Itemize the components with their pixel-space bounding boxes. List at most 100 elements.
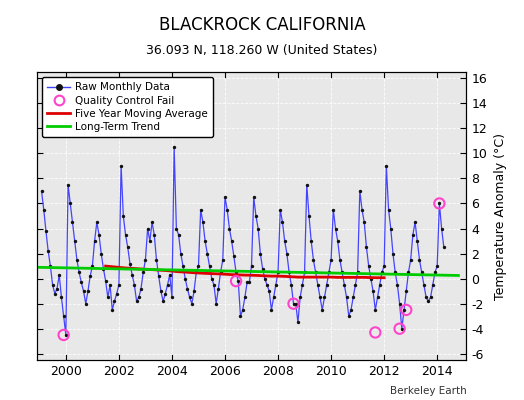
Point: [199, 219, 207, 226]
Point: [385, 206, 393, 213]
Point: [280, 238, 289, 244]
Point: [440, 244, 448, 250]
Text: Berkeley Earth: Berkeley Earth: [390, 386, 466, 396]
Point: [170, 144, 178, 150]
Point: [391, 269, 399, 276]
Point: [318, 307, 326, 313]
Point: [113, 290, 121, 297]
Point: [71, 238, 79, 244]
Point: [278, 219, 287, 226]
Point: [336, 257, 344, 263]
Point: [115, 282, 123, 288]
Point: [369, 288, 377, 294]
Point: [402, 288, 410, 294]
Point: [316, 294, 324, 300]
Point: [137, 286, 145, 292]
Point: [214, 286, 223, 292]
Point: [249, 194, 258, 200]
Point: [221, 194, 229, 200]
Point: [227, 238, 236, 244]
Point: [144, 225, 152, 232]
Point: [42, 228, 50, 234]
Point: [241, 294, 249, 300]
Point: [163, 282, 172, 288]
Point: [329, 206, 337, 213]
Point: [68, 219, 77, 226]
Point: [95, 232, 103, 238]
Point: [393, 282, 401, 288]
Point: [351, 282, 359, 288]
Point: [349, 294, 357, 300]
Point: [325, 269, 333, 276]
Point: [398, 326, 406, 332]
Point: [252, 213, 260, 219]
Point: [435, 200, 444, 207]
Point: [55, 272, 63, 278]
Point: [307, 238, 315, 244]
Y-axis label: Temperature Anomaly (°C): Temperature Anomaly (°C): [494, 132, 507, 300]
Point: [371, 329, 379, 336]
Point: [382, 163, 390, 169]
Point: [141, 257, 150, 263]
Point: [309, 257, 318, 263]
Point: [64, 182, 72, 188]
Point: [212, 300, 221, 307]
Point: [260, 276, 269, 282]
Point: [331, 225, 340, 232]
Point: [232, 278, 240, 284]
Point: [59, 313, 68, 319]
Point: [373, 294, 381, 300]
Point: [353, 269, 362, 276]
Point: [258, 265, 267, 272]
Point: [296, 294, 304, 300]
Point: [77, 279, 85, 286]
Point: [102, 278, 110, 284]
Point: [185, 294, 194, 300]
Point: [183, 286, 192, 292]
Point: [230, 253, 238, 259]
Point: [203, 250, 212, 257]
Point: [119, 213, 127, 219]
Point: [210, 282, 218, 288]
Point: [322, 282, 331, 288]
Point: [124, 244, 132, 250]
Point: [126, 260, 134, 267]
Point: [219, 257, 227, 263]
Point: [135, 294, 143, 300]
Point: [263, 282, 271, 288]
Point: [396, 300, 404, 307]
Point: [57, 294, 66, 300]
Point: [311, 269, 320, 276]
Point: [347, 307, 355, 313]
Point: [48, 282, 57, 288]
Point: [174, 232, 183, 238]
Point: [427, 294, 435, 300]
Point: [371, 307, 379, 313]
Point: [245, 279, 254, 286]
Point: [305, 213, 313, 219]
Point: [274, 269, 282, 276]
Point: [208, 276, 216, 282]
Point: [380, 263, 388, 269]
Point: [37, 188, 46, 194]
Point: [413, 238, 421, 244]
Point: [424, 298, 432, 304]
Point: [192, 269, 201, 276]
Point: [367, 276, 375, 282]
Point: [340, 282, 348, 288]
Point: [418, 269, 426, 276]
Point: [148, 219, 156, 226]
Point: [155, 273, 163, 279]
Point: [232, 269, 240, 276]
Point: [179, 263, 187, 269]
Point: [276, 206, 285, 213]
Point: [314, 282, 322, 288]
Point: [291, 300, 300, 307]
Point: [225, 225, 234, 232]
Point: [422, 294, 430, 300]
Point: [376, 282, 384, 288]
Point: [117, 163, 125, 169]
Point: [243, 279, 252, 286]
Point: [93, 219, 101, 226]
Point: [420, 282, 428, 288]
